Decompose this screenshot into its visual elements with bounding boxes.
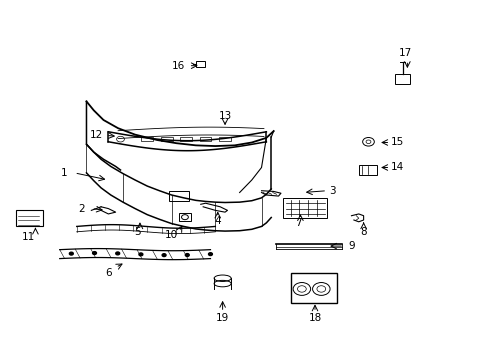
Text: 1: 1 bbox=[61, 168, 68, 178]
Text: 3: 3 bbox=[328, 186, 335, 196]
Bar bbox=[196, 61, 204, 67]
Text: 14: 14 bbox=[390, 162, 404, 172]
Text: 9: 9 bbox=[347, 241, 354, 251]
Text: 18: 18 bbox=[308, 312, 321, 323]
Circle shape bbox=[116, 252, 120, 255]
Text: 11: 11 bbox=[21, 232, 35, 242]
Bar bbox=[219, 137, 230, 141]
Bar bbox=[16, 210, 42, 226]
Text: 6: 6 bbox=[105, 268, 111, 278]
Text: 7: 7 bbox=[294, 218, 301, 228]
Text: 2: 2 bbox=[78, 203, 85, 213]
Text: 12: 12 bbox=[89, 130, 102, 140]
Bar bbox=[161, 137, 172, 141]
Text: 16: 16 bbox=[172, 61, 185, 71]
Bar bbox=[179, 213, 191, 221]
Text: 4: 4 bbox=[214, 216, 221, 226]
Text: 5: 5 bbox=[134, 227, 141, 237]
Text: 19: 19 bbox=[216, 312, 229, 323]
Circle shape bbox=[69, 252, 73, 255]
Circle shape bbox=[162, 254, 166, 257]
Bar bbox=[283, 198, 326, 217]
Bar bbox=[141, 137, 153, 141]
Bar bbox=[180, 137, 192, 141]
Bar bbox=[394, 73, 409, 84]
Circle shape bbox=[139, 253, 142, 256]
Text: 13: 13 bbox=[218, 111, 231, 121]
Bar bbox=[169, 192, 188, 202]
Text: 8: 8 bbox=[360, 227, 366, 237]
Bar bbox=[290, 273, 336, 303]
Circle shape bbox=[92, 252, 96, 255]
Text: 15: 15 bbox=[390, 138, 404, 148]
Circle shape bbox=[208, 253, 212, 256]
Bar bbox=[358, 165, 376, 175]
Text: 10: 10 bbox=[164, 230, 178, 240]
Circle shape bbox=[185, 253, 189, 256]
Text: 17: 17 bbox=[398, 48, 411, 58]
Bar bbox=[200, 137, 211, 141]
